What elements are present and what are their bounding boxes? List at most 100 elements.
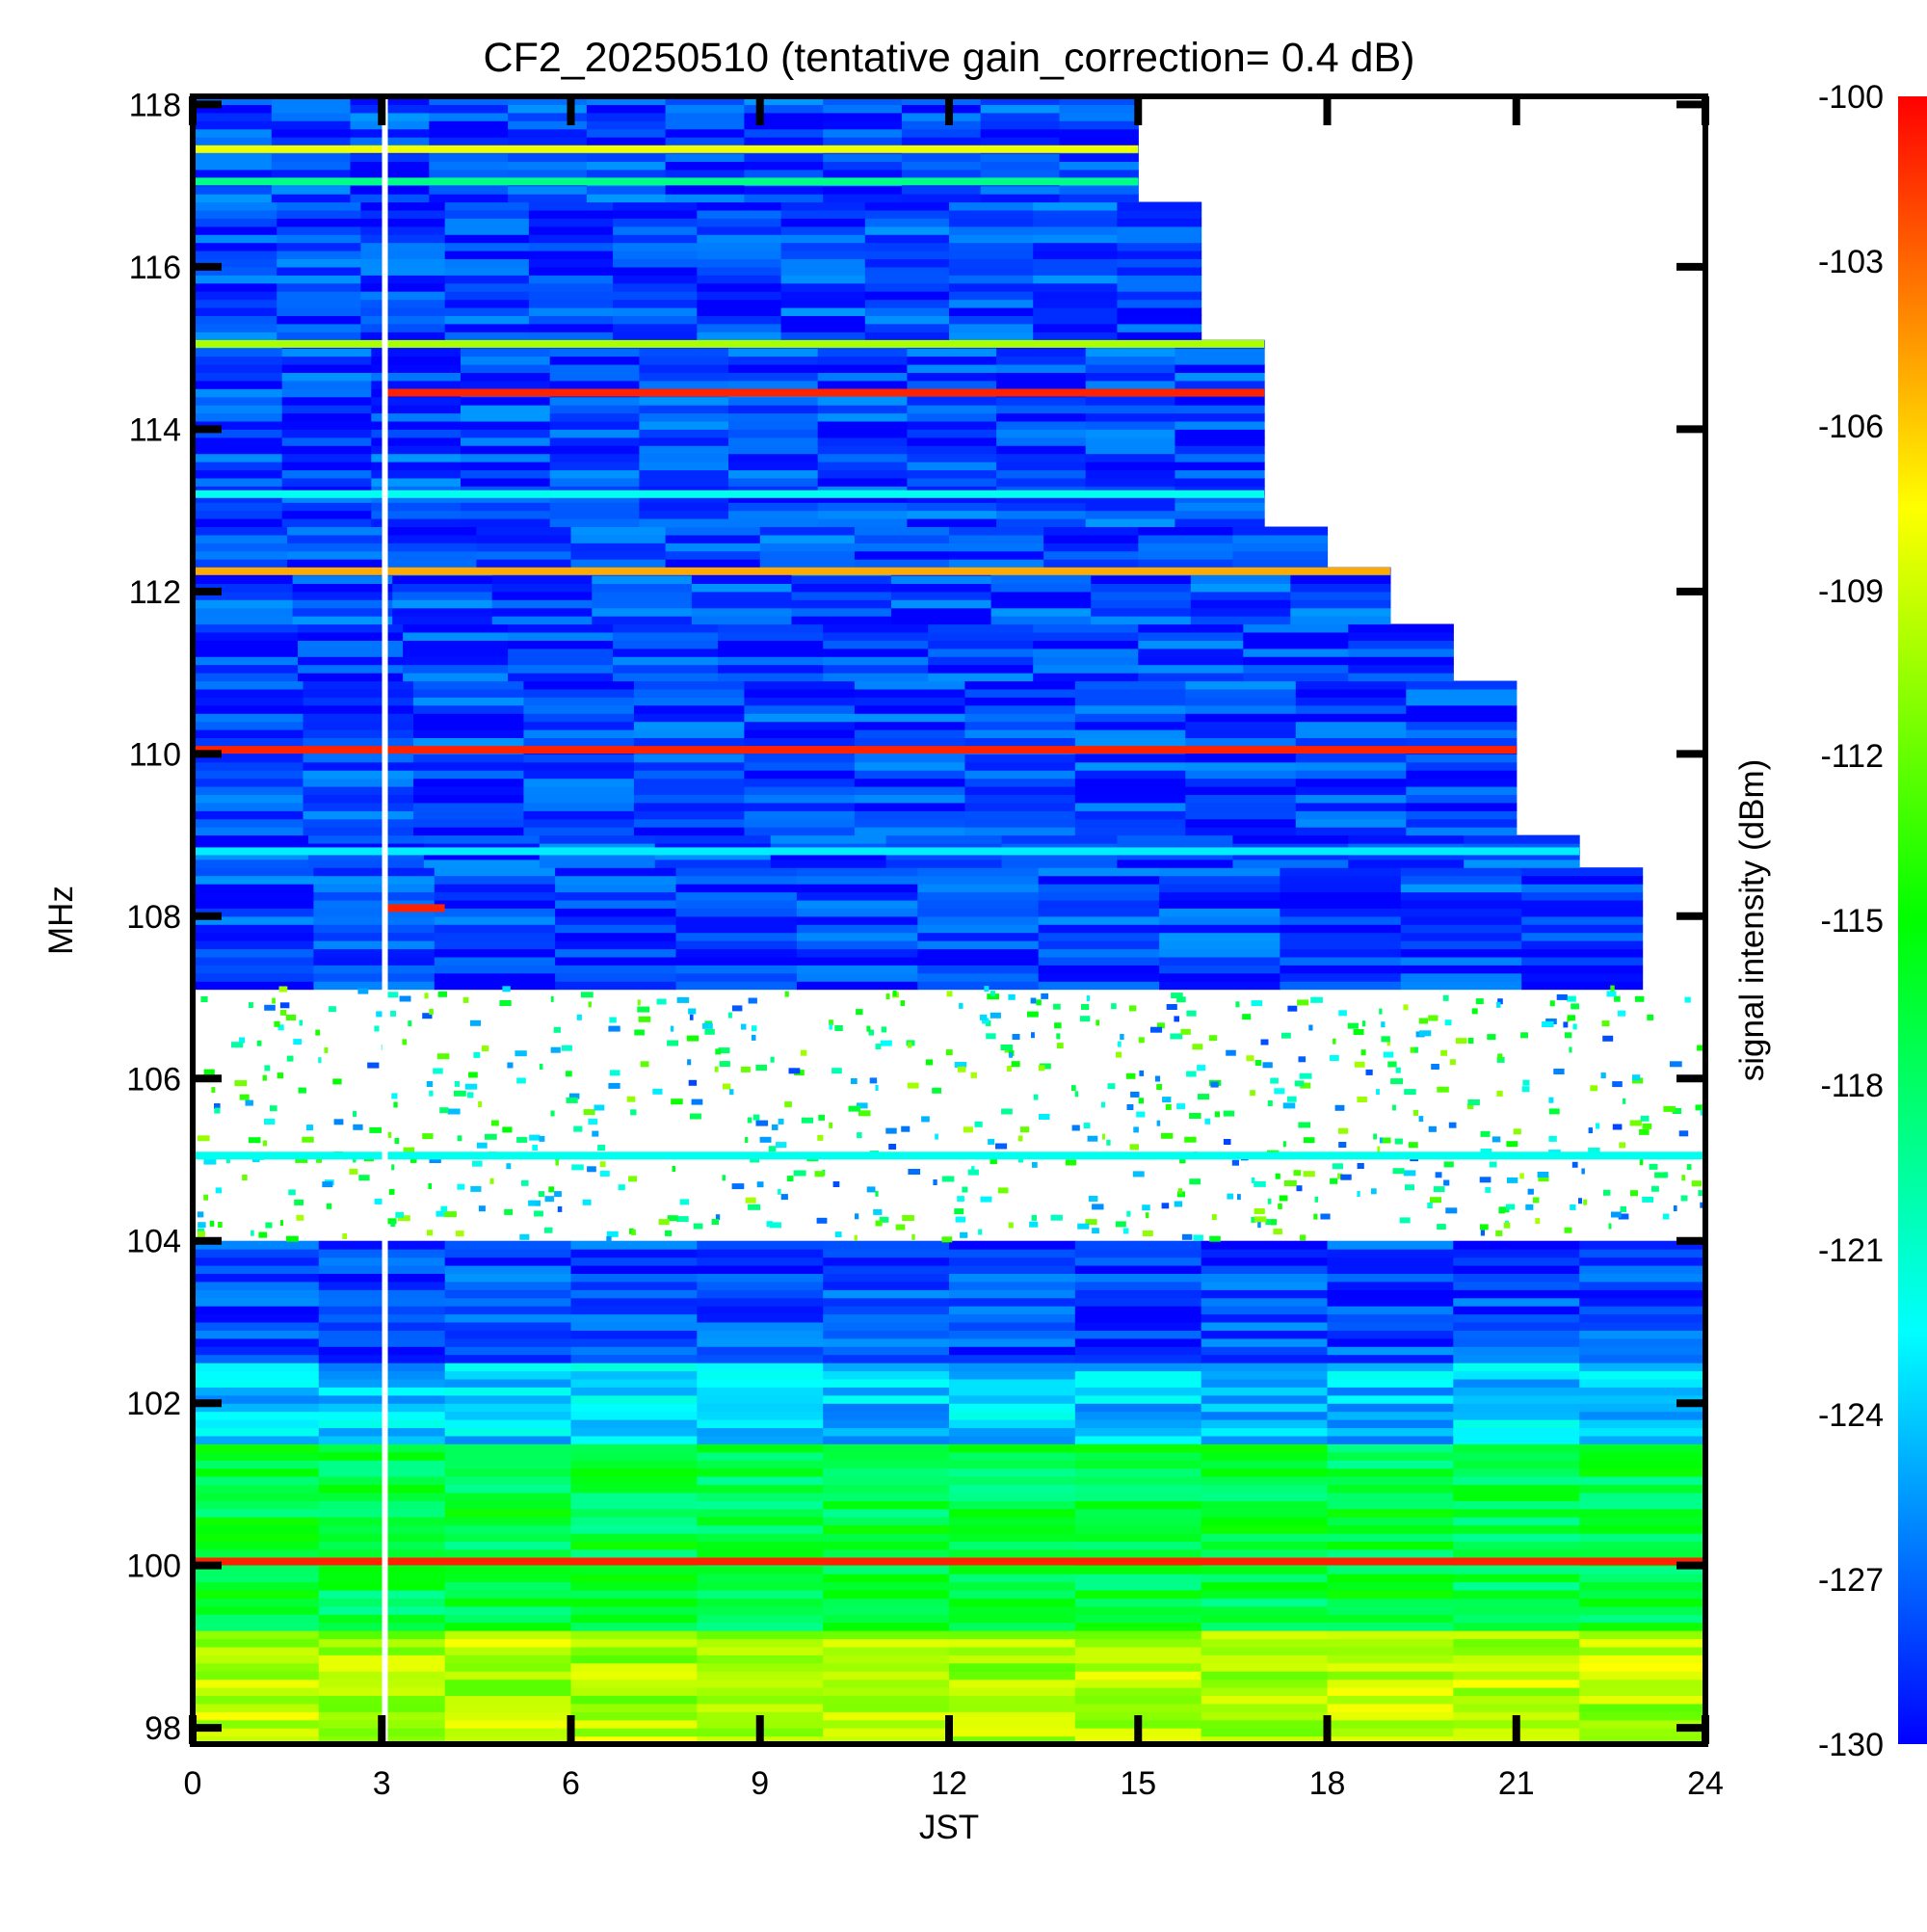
heatmap-cell <box>1117 307 1202 316</box>
heatmap-cell <box>633 802 745 811</box>
heatmap-cell <box>1670 1061 1682 1068</box>
heatmap-cell <box>949 1703 1076 1712</box>
heatmap-cell <box>1571 1161 1578 1168</box>
heatmap-cell <box>697 1574 824 1583</box>
heatmap-cell <box>633 794 745 804</box>
heatmap-cell <box>193 680 304 690</box>
heatmap-cell <box>949 1265 1076 1274</box>
heatmap-cell <box>1074 1598 1202 1607</box>
heatmap-cell <box>1214 1111 1220 1118</box>
heatmap-cell <box>675 981 798 991</box>
heatmap-cell <box>555 915 677 925</box>
heatmap-cell <box>697 1508 824 1518</box>
heatmap-cell <box>1126 1210 1131 1217</box>
heatmap-cell <box>555 965 677 974</box>
heatmap-cell <box>1496 1056 1505 1063</box>
heatmap-cell <box>587 1166 596 1173</box>
heatmap-cell <box>444 1378 572 1388</box>
heatmap-cell <box>691 583 793 593</box>
heatmap-cell <box>528 209 614 219</box>
heatmap-cell <box>555 940 677 950</box>
heatmap-cell <box>1327 1671 1454 1681</box>
heatmap-cell <box>1635 995 1645 1002</box>
heatmap-cell <box>1043 550 1139 560</box>
heatmap-cell <box>1074 1370 1202 1380</box>
heatmap-cell <box>193 1378 320 1388</box>
heatmap-cell <box>949 1508 1076 1518</box>
heatmap-cell <box>413 729 525 738</box>
heatmap-cell <box>523 778 635 787</box>
heatmap-cell <box>885 834 1003 844</box>
heatmap-cell <box>1243 673 1349 682</box>
heatmap-cell <box>1414 1046 1418 1053</box>
heatmap-cell <box>675 932 798 941</box>
heatmap-cell <box>1201 1548 1329 1558</box>
heatmap-cell <box>1074 680 1186 690</box>
heatmap-cell <box>1579 1541 1705 1550</box>
heatmap-cell <box>728 510 819 519</box>
heatmap-cell <box>193 1387 320 1396</box>
heatmap-cell <box>1403 1170 1416 1177</box>
heatmap-cell <box>570 1662 698 1672</box>
heatmap-cell <box>1327 1337 1454 1347</box>
heatmap-cell <box>1201 1273 1329 1283</box>
heatmap-cell <box>329 1006 336 1013</box>
heatmap-cell <box>1095 1019 1100 1026</box>
heatmap-cell <box>287 543 383 552</box>
heatmap-cell <box>528 225 614 235</box>
heatmap-cell <box>1074 697 1186 706</box>
heatmap-cell <box>1174 1201 1183 1207</box>
heatmap-cell <box>444 1622 572 1631</box>
heatmap-cell <box>1629 1120 1642 1126</box>
heatmap-cell <box>1267 1198 1272 1204</box>
heatmap-cell <box>1399 1217 1411 1224</box>
heatmap-cell <box>508 640 614 649</box>
heatmap-cell <box>1074 1671 1202 1681</box>
heatmap-cell <box>1571 1003 1579 1010</box>
heatmap-cell <box>313 940 436 950</box>
heatmap-cell <box>996 412 1087 422</box>
heatmap-cell <box>1453 1484 1580 1494</box>
heatmap-cell <box>1088 1196 1098 1202</box>
heatmap-cell <box>1295 778 1407 787</box>
heatmap-cell <box>1201 1330 1329 1339</box>
colorbar-tick-label: -124 <box>1818 1397 1884 1434</box>
heatmap-cell <box>1251 1216 1256 1223</box>
heatmap-cell <box>193 786 304 795</box>
heatmap-cell <box>1527 1188 1534 1195</box>
heatmap-cell <box>1654 1172 1667 1178</box>
heatmap-cell <box>1092 1228 1099 1234</box>
heatmap-cell <box>697 1257 824 1266</box>
heatmap-cell <box>1190 591 1291 600</box>
heatmap-cell <box>264 1065 271 1072</box>
heatmap-cell <box>1282 1102 1296 1109</box>
heatmap-cell <box>907 372 997 382</box>
heatmap-cell <box>1033 664 1139 674</box>
heatmap-cell <box>1287 1005 1298 1012</box>
heatmap-cell <box>1327 1346 1454 1356</box>
heatmap-cell <box>1201 1387 1329 1396</box>
heatmap-cell <box>728 405 819 414</box>
heatmap-cell <box>949 1394 1076 1404</box>
heatmap-cell <box>917 972 1040 982</box>
heatmap-cell <box>854 794 965 804</box>
heatmap-cell <box>1327 1679 1454 1688</box>
heatmap-cell <box>1376 1089 1380 1096</box>
heatmap-cell <box>413 713 525 723</box>
heatmap-cell <box>461 469 551 479</box>
heatmap-cell <box>444 201 530 211</box>
heatmap-cell <box>549 518 640 527</box>
heatmap-cell <box>1083 1123 1091 1129</box>
heatmap-cell <box>1338 1010 1347 1017</box>
heatmap-cell <box>1040 1063 1051 1070</box>
heatmap-cell <box>817 372 908 382</box>
heatmap-cell <box>1327 1533 1454 1542</box>
heatmap-cell <box>1146 1212 1149 1219</box>
heatmap-cell <box>281 469 372 479</box>
heatmap-cell <box>1348 648 1454 657</box>
heatmap-cell <box>1327 1289 1454 1299</box>
heatmap-cell <box>1280 915 1402 925</box>
heatmap-cell <box>303 688 414 698</box>
heatmap-cell <box>271 194 352 203</box>
heatmap-cell <box>1074 1257 1202 1266</box>
